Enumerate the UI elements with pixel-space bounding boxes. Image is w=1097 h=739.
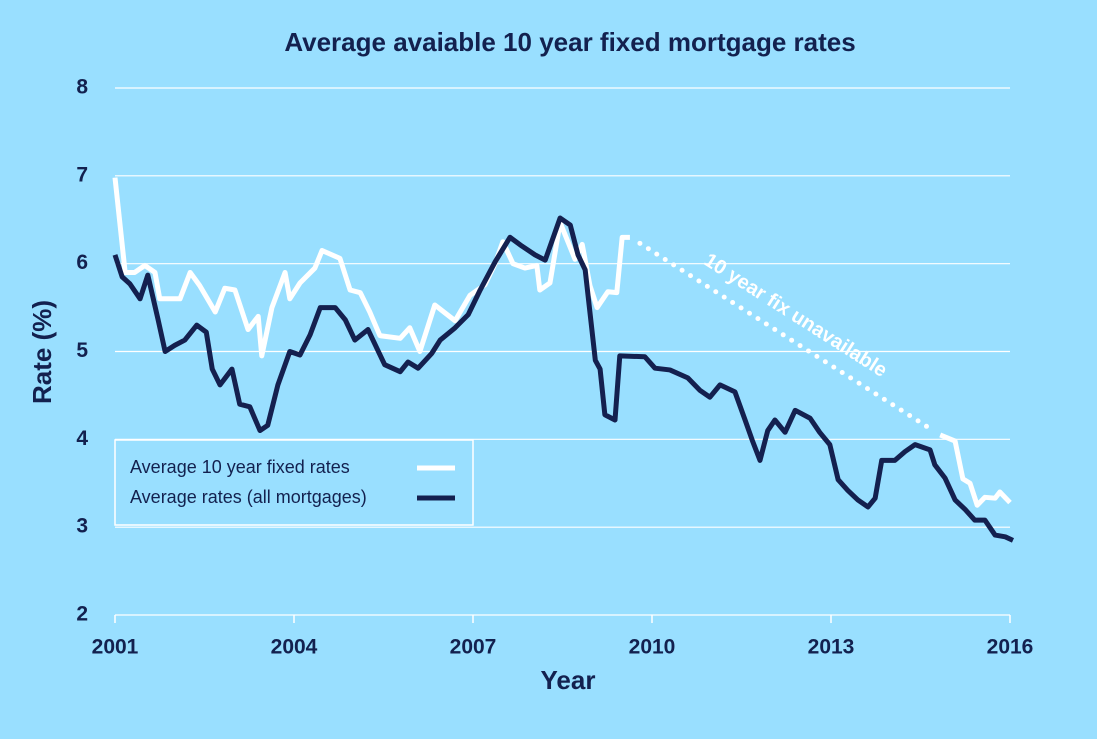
y-tick-label: 8 [76,76,88,99]
x-axis-label: Year [541,665,596,695]
y-tick-label: 3 [76,515,88,538]
x-tick-label: 2004 [271,636,318,659]
series-line [112,177,1012,508]
x-tick-label: 2013 [808,636,855,659]
y-axis-label: Rate (%) [27,300,57,404]
x-tick-label: 2007 [450,636,497,659]
y-tick-label: 5 [76,339,88,362]
x-tick-label: 2010 [629,636,676,659]
y-tick-label: 6 [76,251,88,274]
line [112,177,630,359]
y-tick-label: 2 [76,603,88,626]
x-tick-label: 2001 [92,636,139,659]
y-tick-label: 7 [76,163,88,186]
gap-connector [637,240,935,433]
line [939,432,1012,508]
line [112,215,1015,543]
x-tick-label: 2016 [987,636,1034,659]
legend-label: Average 10 year fixed rates [130,457,350,477]
legend-box [114,439,474,526]
legend-label: Average rates (all mortgages) [130,487,367,507]
y-tick-label: 4 [76,427,88,450]
series-line [112,215,1015,543]
chart-title: Average avaiable 10 year fixed mortgage … [284,27,855,57]
